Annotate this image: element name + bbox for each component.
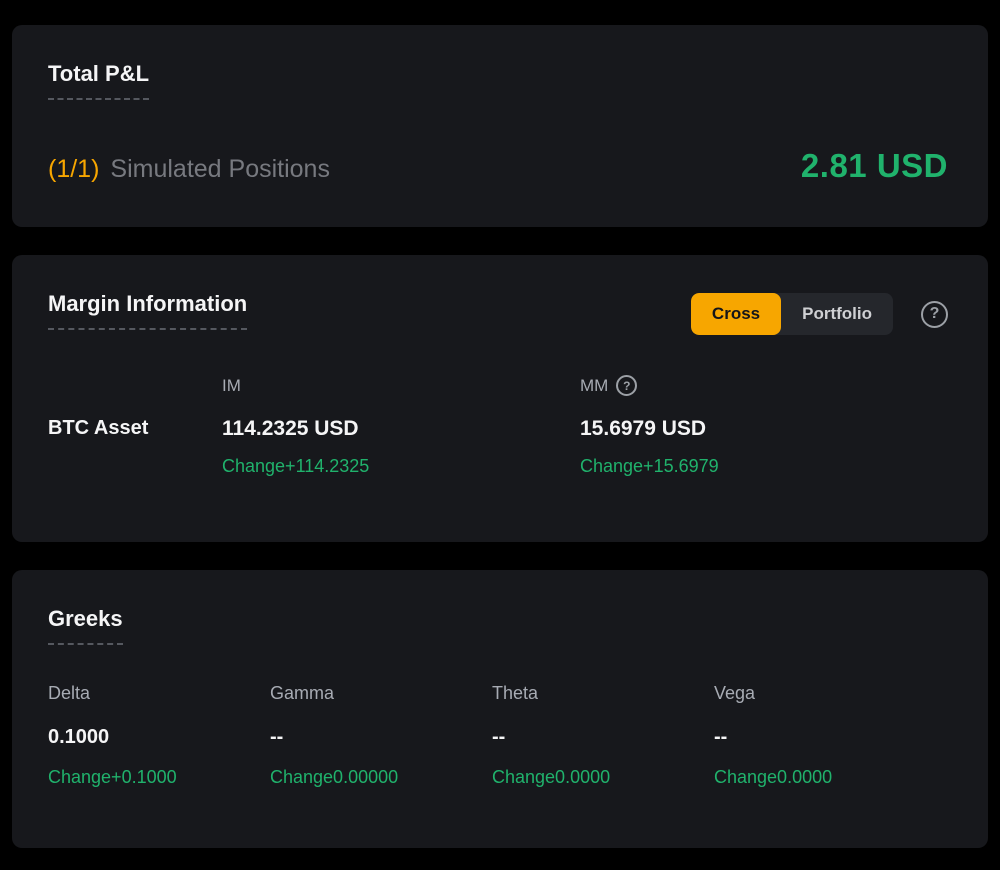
positions-summary: (1/1) Simulated Positions xyxy=(48,155,330,184)
mm-column-header: MM ? xyxy=(580,375,948,417)
greek-label: Delta xyxy=(48,683,91,703)
positions-count: (1/1) xyxy=(48,155,100,183)
margin-table: IM MM ? BTC Asset 114.2325 USD 15.6979 U… xyxy=(48,375,948,477)
greek-value: 0.1000 xyxy=(48,726,110,748)
greeks-title[interactable]: Greeks xyxy=(48,606,123,645)
margin-controls: Cross Portfolio ? xyxy=(690,293,948,335)
cross-toggle-button[interactable]: Cross xyxy=(690,293,782,335)
im-change: Change+114.2325 xyxy=(222,456,370,476)
portfolio-toggle-button[interactable]: Portfolio xyxy=(781,293,893,335)
greek-value: -- xyxy=(270,726,284,748)
margin-help-icon[interactable]: ? xyxy=(921,300,948,328)
mm-change: Change+15.6979 xyxy=(580,456,719,476)
margin-header: Margin Information Cross Portfolio ? xyxy=(48,291,948,335)
greek-column-gamma: Gamma -- Change0.00000 xyxy=(270,683,492,788)
greeks-panel: Greeks Delta 0.1000 Change+0.1000 Gamma … xyxy=(12,570,988,848)
total-pnl-value: 2.81 USD xyxy=(800,147,948,184)
greek-change: Change+0.1000 xyxy=(48,767,177,787)
greek-column-theta: Theta -- Change0.0000 xyxy=(492,683,714,788)
pnl-summary-row: (1/1) Simulated Positions 2.81 USD xyxy=(48,147,948,185)
mm-value: 15.6979 USD xyxy=(580,417,707,440)
greek-label: Vega xyxy=(714,683,756,703)
greek-label: Gamma xyxy=(270,683,335,703)
greek-change: Change0.0000 xyxy=(714,767,833,787)
margin-mode-toggle: Cross Portfolio xyxy=(690,293,893,335)
greek-change: Change0.0000 xyxy=(492,767,611,787)
greek-column-vega: Vega -- Change0.0000 xyxy=(714,683,936,788)
margin-information-title[interactable]: Margin Information xyxy=(48,291,248,330)
greek-value: -- xyxy=(714,726,728,748)
mm-column-label: MM xyxy=(580,375,609,395)
total-pnl-panel: Total P&L (1/1) Simulated Positions 2.81 … xyxy=(12,25,988,227)
asset-name: BTC Asset xyxy=(48,417,149,439)
spacer-cell xyxy=(48,456,222,477)
im-column-label: IM xyxy=(222,375,241,395)
margin-information-panel: Margin Information Cross Portfolio ? IM … xyxy=(12,255,988,542)
positions-label: Simulated Positions xyxy=(110,155,330,183)
total-pnl-title[interactable]: Total P&L xyxy=(48,61,150,100)
mm-help-icon[interactable]: ? xyxy=(616,375,638,396)
spacer-cell xyxy=(48,375,222,417)
im-column-header: IM xyxy=(222,375,580,417)
greek-value: -- xyxy=(492,726,506,748)
greek-change: Change0.00000 xyxy=(270,767,399,787)
greek-column-delta: Delta 0.1000 Change+0.1000 xyxy=(48,683,270,788)
greeks-grid: Delta 0.1000 Change+0.1000 Gamma -- Chan… xyxy=(48,683,948,788)
im-value: 114.2325 USD xyxy=(222,417,359,440)
greek-label: Theta xyxy=(492,683,539,703)
